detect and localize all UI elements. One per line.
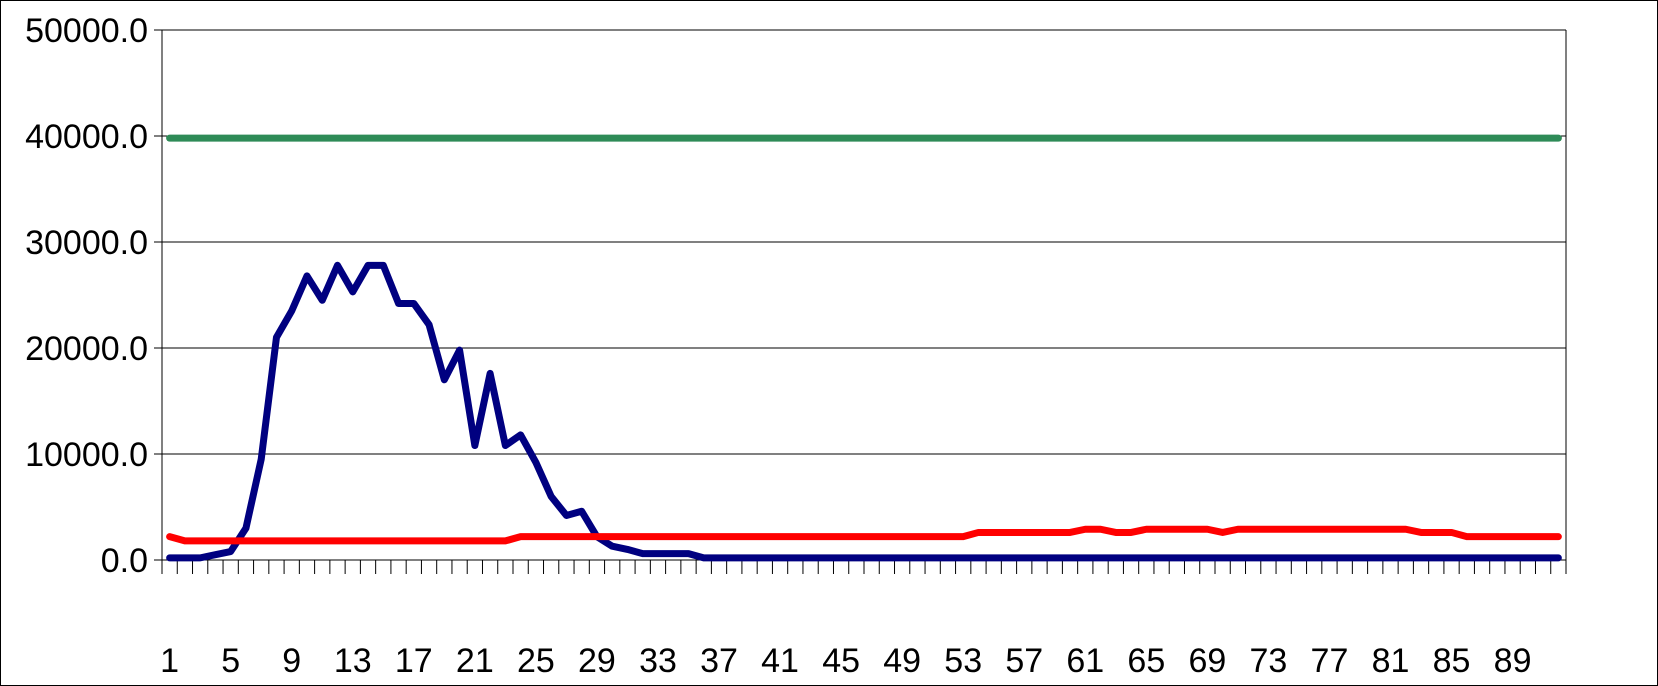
x-tick-label: 33 bbox=[639, 642, 677, 680]
x-tick-label: 57 bbox=[1005, 642, 1043, 680]
y-tick-label: 30000.0 bbox=[25, 224, 148, 262]
y-tick-label: 50000.0 bbox=[25, 12, 148, 50]
x-tick-label: 81 bbox=[1372, 642, 1410, 680]
x-tick-label: 49 bbox=[883, 642, 921, 680]
x-tick-label: 25 bbox=[517, 642, 555, 680]
x-tick-label: 13 bbox=[334, 642, 372, 680]
x-tick-label: 17 bbox=[395, 642, 433, 680]
x-tick-label: 9 bbox=[282, 642, 301, 680]
y-tick-label: 10000.0 bbox=[25, 436, 148, 474]
x-tick-label: 41 bbox=[761, 642, 799, 680]
x-tick-label: 89 bbox=[1494, 642, 1532, 680]
x-tick-label: 69 bbox=[1188, 642, 1226, 680]
y-tick-label: 0.0 bbox=[101, 542, 148, 580]
x-tick-label: 53 bbox=[944, 642, 982, 680]
x-tick-label: 61 bbox=[1066, 642, 1104, 680]
x-tick-label: 73 bbox=[1249, 642, 1287, 680]
x-tick-label: 21 bbox=[456, 642, 494, 680]
y-tick-label: 40000.0 bbox=[25, 118, 148, 156]
y-tick-label: 20000.0 bbox=[25, 330, 148, 368]
x-tick-label: 65 bbox=[1127, 642, 1165, 680]
x-tick-label: 29 bbox=[578, 642, 616, 680]
x-tick-label: 45 bbox=[822, 642, 860, 680]
x-tick-label: 37 bbox=[700, 642, 738, 680]
series-line-2 bbox=[166, 525, 1562, 545]
series-lines bbox=[166, 134, 1562, 562]
x-tick-label: 1 bbox=[160, 642, 179, 680]
series-line-1 bbox=[166, 261, 1562, 562]
x-tick-label: 77 bbox=[1311, 642, 1349, 680]
x-tick-label: 85 bbox=[1433, 642, 1471, 680]
x-tick-label: 5 bbox=[221, 642, 240, 680]
tick-labels: 0.0 10000.0 20000.0 30000.0 40000.0 50000.0 1 5… bbox=[25, 12, 1531, 680]
